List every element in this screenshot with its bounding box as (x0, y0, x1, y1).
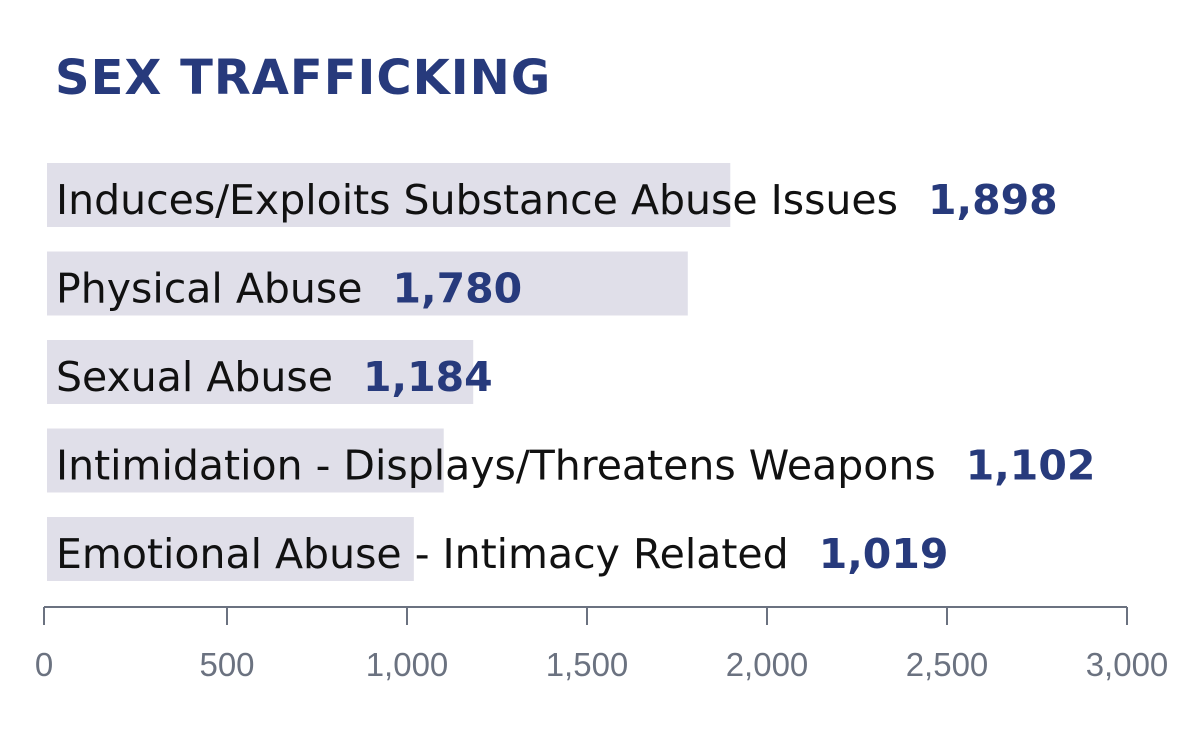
x-tick-label: 500 (199, 646, 254, 683)
x-tick-label: 2,000 (726, 646, 809, 683)
value-label: 1,898 (928, 176, 1058, 224)
bar (47, 340, 474, 404)
bar (47, 517, 414, 581)
bars-group (47, 163, 731, 581)
x-axis: 0 500 1,000 1,500 2,000 2,500 3,000 (35, 606, 1169, 683)
category-label: Physical Abuse (56, 265, 362, 313)
x-tick-label: 1,000 (366, 646, 449, 683)
labels-group: Induces/Exploits Substance Abuse Issues 1… (56, 176, 1095, 578)
bar (47, 428, 444, 493)
bar (47, 163, 731, 227)
category-label: Sexual Abuse (56, 353, 333, 401)
x-tick-label: 3,000 (1086, 646, 1169, 683)
value-label: 1,780 (392, 265, 522, 313)
bar (47, 251, 688, 316)
x-tick-label: 2,500 (906, 646, 989, 683)
value-label: 1,184 (363, 353, 493, 401)
value-label: 1,019 (819, 530, 949, 578)
category-label: Emotional Abuse - Intimacy Related (56, 530, 789, 578)
category-label: Induces/Exploits Substance Abuse Issues (56, 176, 898, 224)
value-label: 1,102 (966, 442, 1096, 490)
x-tick-label: 0 (35, 646, 53, 683)
x-tick-label: 1,500 (546, 646, 629, 683)
chart-title: SEX TRAFFICKING (55, 50, 552, 106)
category-label: Intimidation - Displays/Threatens Weapon… (56, 442, 936, 490)
